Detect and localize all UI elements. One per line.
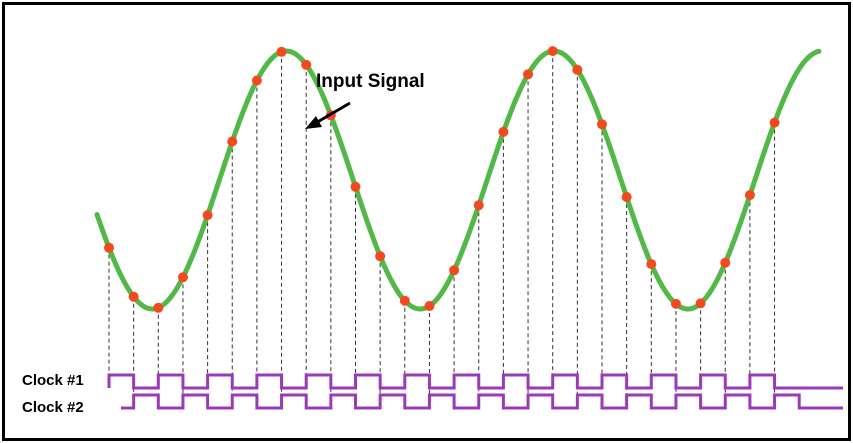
sample-point	[646, 259, 657, 270]
sample-point	[449, 265, 460, 276]
sample-point	[375, 251, 386, 262]
sample-point	[621, 192, 632, 202]
sample-point	[769, 117, 780, 128]
sample-point	[498, 126, 509, 137]
sample-point	[424, 301, 435, 311]
sample-point	[227, 136, 238, 147]
sample-point	[597, 119, 607, 130]
sample-point	[104, 242, 114, 253]
arrow-icon	[305, 101, 351, 129]
sample-point	[202, 210, 213, 221]
clock-waveforms	[107, 373, 843, 410]
clock-1-label: Clock #1	[22, 372, 84, 389]
sample-point	[572, 64, 583, 75]
sample-point	[350, 181, 361, 192]
sample-point	[695, 298, 706, 309]
sample-point	[128, 291, 139, 302]
clock-2-waveform	[121, 393, 843, 410]
sample-point	[276, 46, 287, 57]
sample-point	[251, 75, 262, 86]
sample-point	[177, 272, 188, 283]
sample-point	[720, 257, 731, 268]
sample-point	[547, 46, 558, 57]
sample-point	[399, 295, 410, 306]
sample-point	[473, 200, 484, 211]
input-signal-label: Input Signal	[316, 71, 425, 92]
sample-point	[523, 69, 534, 80]
sample-guide-lines	[108, 51, 776, 395]
sample-point	[670, 298, 681, 309]
sample-point	[153, 302, 164, 313]
clock-1-waveform	[107, 373, 843, 390]
sample-point	[301, 59, 312, 70]
clock-2-label: Clock #2	[22, 399, 84, 416]
sample-point	[744, 190, 755, 201]
sample-points	[104, 46, 780, 313]
